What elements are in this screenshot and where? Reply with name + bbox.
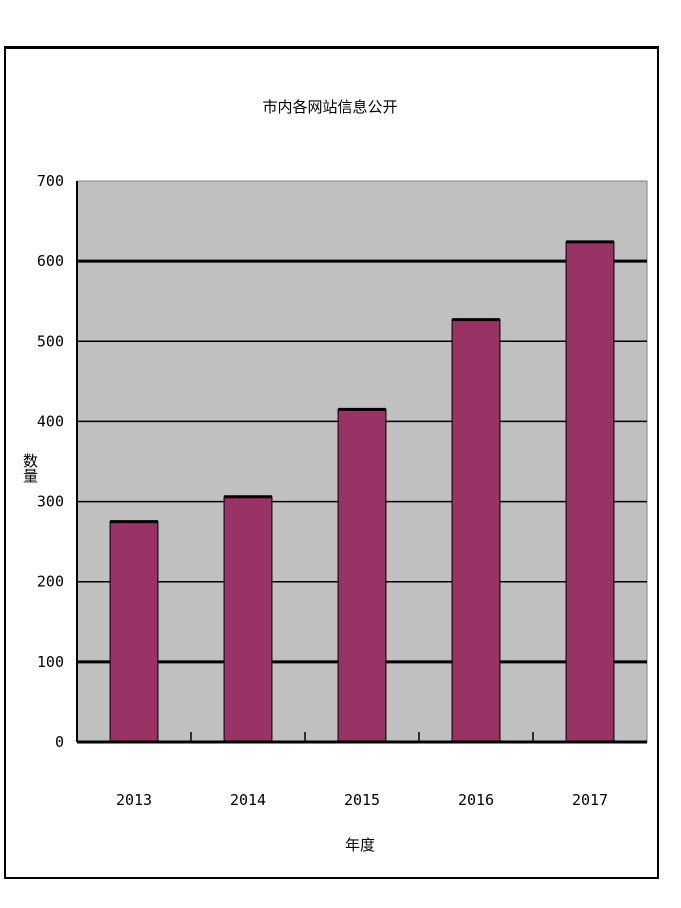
y-tick-label: 100 bbox=[37, 653, 64, 671]
bar bbox=[337, 408, 387, 743]
y-tick-label: 500 bbox=[37, 332, 64, 350]
y-tick-label: 600 bbox=[37, 252, 64, 270]
bar bbox=[223, 496, 273, 743]
y-tick-label: 0 bbox=[55, 733, 64, 751]
x-tick-labels: 2013 2014 2015 2016 2017 bbox=[116, 791, 608, 809]
x-tick-label: 2017 bbox=[572, 791, 608, 809]
x-tick-label: 2016 bbox=[458, 791, 494, 809]
x-tick-label: 2015 bbox=[344, 791, 380, 809]
y-tick-label: 700 bbox=[37, 172, 64, 190]
y-tick-label: 300 bbox=[37, 493, 64, 511]
x-tick-label: 2014 bbox=[230, 791, 266, 809]
y-tick-label: 400 bbox=[37, 412, 64, 430]
bar bbox=[109, 521, 159, 743]
axes bbox=[76, 181, 647, 744]
y-tick-label: 200 bbox=[37, 573, 64, 591]
bars bbox=[109, 240, 615, 743]
y-axis-label: 数量 bbox=[21, 453, 39, 483]
x-tick-label: 2013 bbox=[116, 791, 152, 809]
chart-frame bbox=[4, 46, 659, 879]
bar bbox=[565, 241, 615, 743]
bar bbox=[451, 319, 501, 743]
chart-title: 市内各网站信息公开 bbox=[262, 98, 397, 116]
y-tick-labels: 0 100 200 300 400 500 600 700 bbox=[37, 172, 64, 751]
x-axis-label: 年度 bbox=[345, 836, 375, 854]
